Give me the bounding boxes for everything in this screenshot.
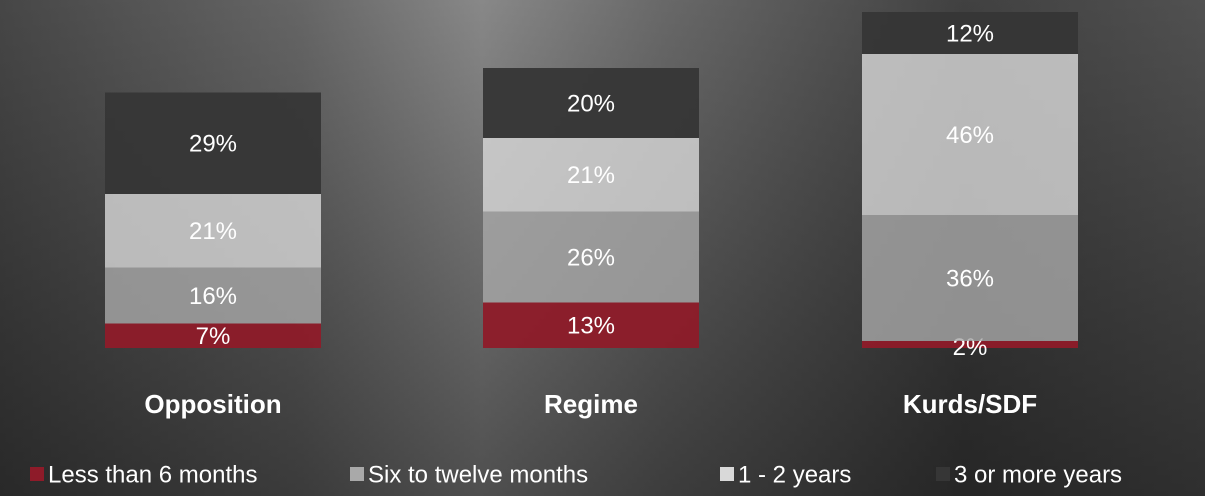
value-label: 7%: [196, 323, 231, 350]
category-label: Kurds/SDF: [903, 389, 1037, 419]
legend-swatch: [350, 467, 364, 481]
value-label: 29%: [189, 131, 237, 158]
legend-label: Less than 6 months: [48, 461, 257, 488]
value-label: 13%: [567, 313, 615, 340]
value-label: 21%: [567, 162, 615, 189]
category-label: Regime: [544, 389, 638, 419]
legend-swatch: [720, 467, 734, 481]
category-label: Opposition: [144, 389, 281, 419]
legend-label: 3 or more years: [954, 461, 1122, 488]
value-label: 36%: [946, 265, 994, 292]
value-label: 26%: [567, 244, 615, 271]
legend-swatch: [936, 467, 950, 481]
chart: 7%16%21%29%Opposition13%26%21%20%Regime2…: [0, 0, 1205, 496]
value-label: 21%: [189, 218, 237, 245]
value-label: 16%: [189, 283, 237, 310]
legend-swatch: [30, 467, 44, 481]
value-label: 20%: [567, 90, 615, 117]
legend-label: Six to twelve months: [368, 461, 588, 488]
legend-label: 1 - 2 years: [738, 461, 851, 488]
value-label: 12%: [946, 20, 994, 47]
value-label: 46%: [946, 122, 994, 149]
